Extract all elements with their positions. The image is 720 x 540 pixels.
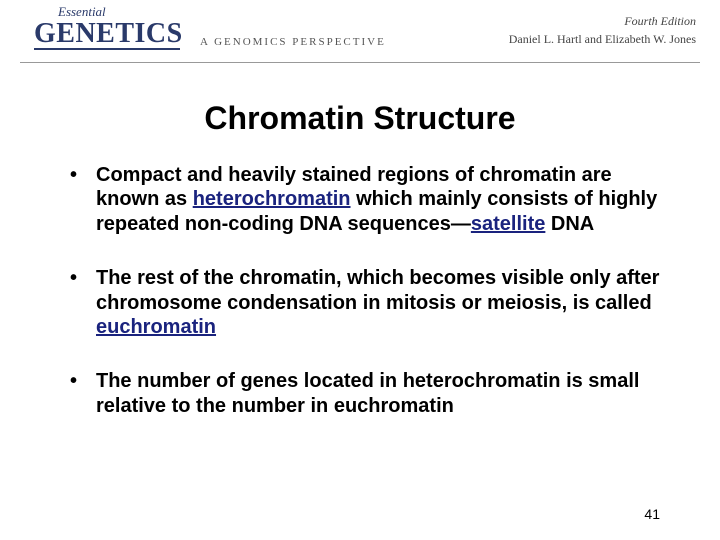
header-edition: Fourth Edition [624, 14, 696, 29]
list-item: The number of genes located in heterochr… [90, 369, 670, 418]
header-subtitle: A GENOMICS PERSPECTIVE [200, 36, 386, 48]
bullet-text: DNA [545, 213, 594, 235]
bullet-text: The rest of the chromatin, which becomes… [96, 267, 659, 313]
header-main-title: GENETICS [34, 18, 183, 49]
bullet-text: The number of genes located in heterochr… [96, 370, 639, 416]
term-satellite: satellite [471, 213, 545, 235]
slide-title: Chromatin Structure [50, 100, 670, 137]
slide-header: Essential GENETICS A GENOMICS PERSPECTIV… [0, 0, 720, 68]
bullet-list: Compact and heavily stained regions of c… [50, 163, 670, 418]
term-euchromatin: euchromatin [96, 316, 216, 338]
header-title-underline [34, 48, 180, 50]
list-item: The rest of the chromatin, which becomes… [90, 266, 670, 339]
header-divider [20, 62, 700, 63]
term-heterochromatin: heterochromatin [193, 188, 351, 210]
slide-content: Chromatin Structure Compact and heavily … [0, 68, 720, 418]
list-item: Compact and heavily stained regions of c… [90, 163, 670, 236]
page-number: 41 [644, 506, 660, 522]
header-authors: Daniel L. Hartl and Elizabeth W. Jones [509, 32, 696, 47]
header-title-block: GENETICS [34, 18, 183, 50]
